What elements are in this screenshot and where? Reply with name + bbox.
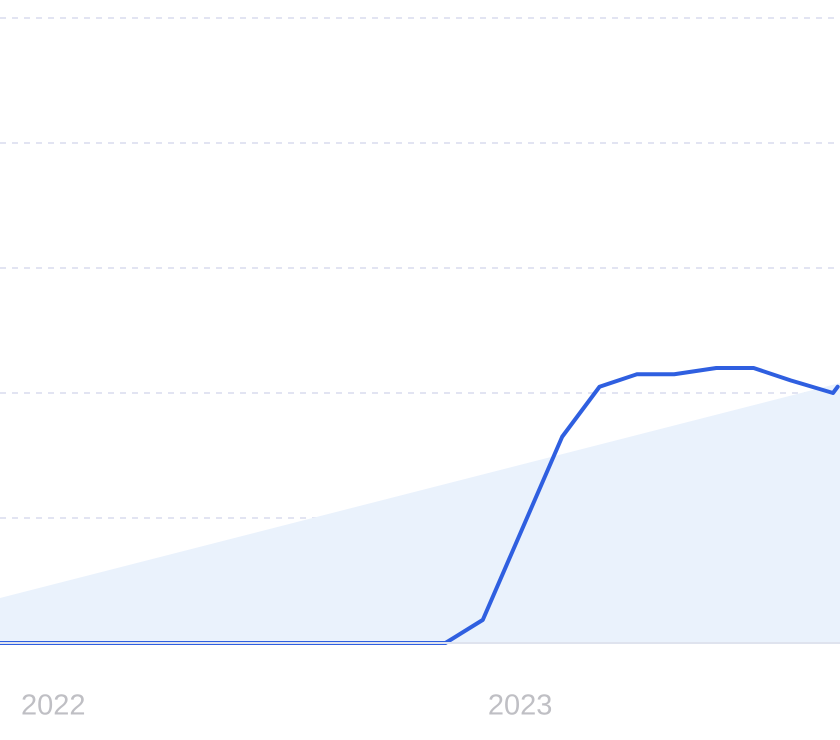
trend-area: [0, 383, 840, 643]
series-line: [0, 366, 840, 645]
x-tick-label: 2022: [21, 690, 86, 722]
x-tick-label: 2023: [488, 690, 553, 722]
plot-area: [0, 366, 840, 645]
